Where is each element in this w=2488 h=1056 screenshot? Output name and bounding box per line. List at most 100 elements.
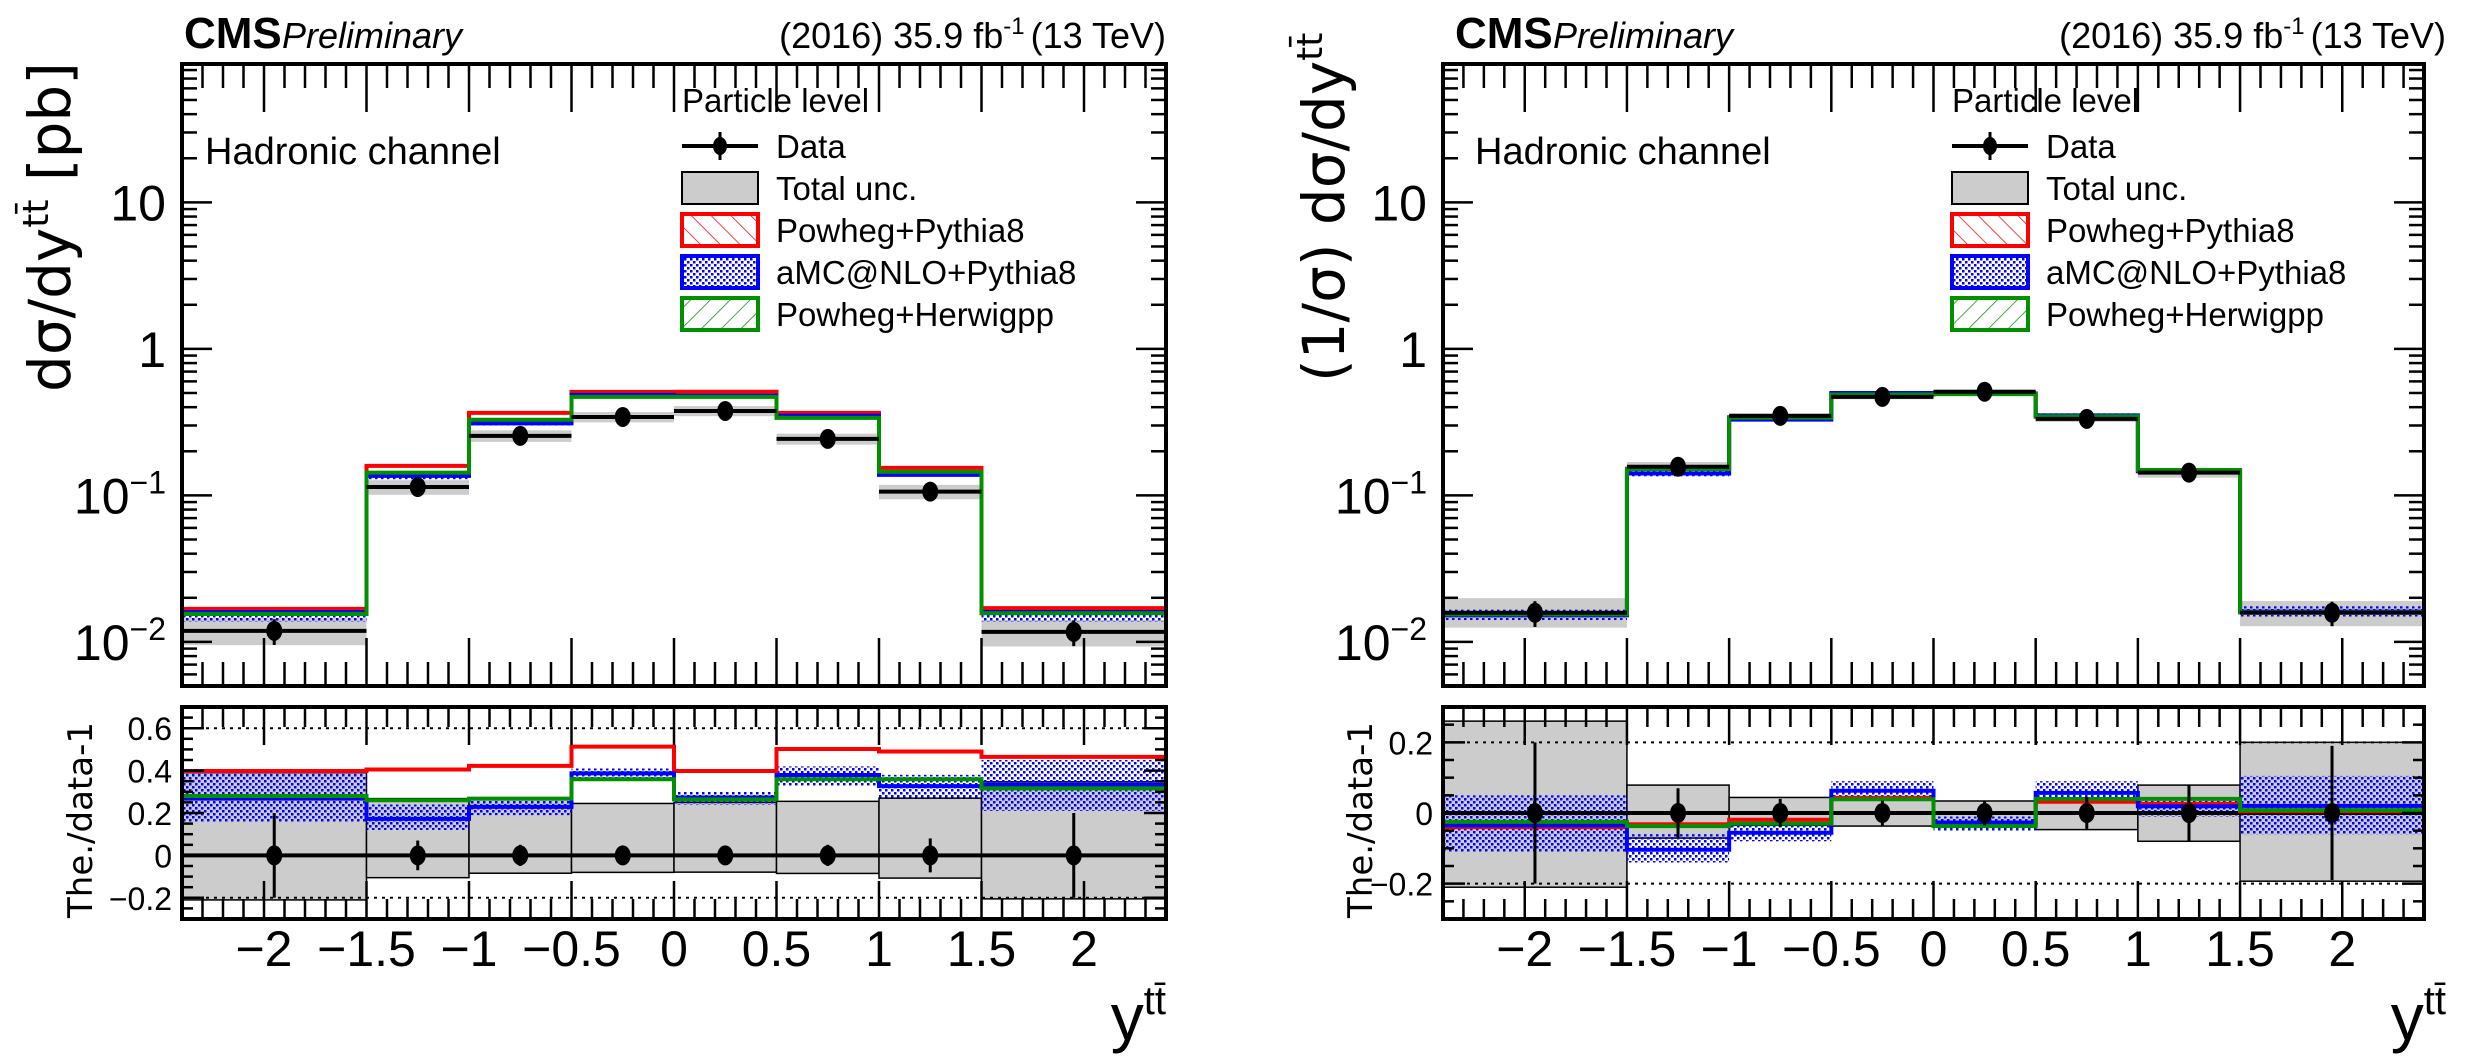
legend-data-marker bbox=[713, 137, 727, 155]
data-point bbox=[1933, 381, 2036, 402]
ratio-y-tick-label: 0.2 bbox=[128, 796, 172, 832]
ratio-y-tick-label: 0.2 bbox=[1389, 725, 1433, 761]
ratio-data-point bbox=[1976, 800, 1993, 826]
ratio-data-marker bbox=[922, 845, 939, 866]
channel-annotation: Hadronic channel bbox=[1475, 131, 1771, 173]
legend-phw-swatch bbox=[680, 296, 760, 332]
y-tick-label: 1 bbox=[1399, 322, 1427, 378]
data-marker bbox=[512, 425, 529, 446]
ratio-y-tick-label: −0.2 bbox=[109, 881, 172, 917]
data-marker bbox=[266, 620, 283, 641]
legend-item-unc: Total unc. bbox=[681, 170, 917, 207]
ratio-data-point bbox=[266, 813, 283, 898]
legend-label: aMC@NLO+Pythia8 bbox=[2046, 254, 2346, 291]
x-tick-label: 0.5 bbox=[742, 921, 812, 977]
preliminary-label: Preliminary bbox=[1553, 15, 1735, 56]
ratio-data-marker bbox=[2324, 803, 2341, 823]
ratio-data-point bbox=[2324, 745, 2341, 881]
legend-label: Powheg+Pythia8 bbox=[2046, 212, 2295, 249]
legend-label: Powheg+Herwigpp bbox=[776, 296, 1054, 333]
amc-band bbox=[981, 610, 1166, 622]
ratio-data-point bbox=[1772, 798, 1789, 828]
lumi-label: (2016) 35.9 fb-1 (13 TeV) bbox=[779, 13, 1166, 56]
amc-band bbox=[182, 610, 367, 622]
right-plot: CMS Preliminary (2016) 35.9 fb-1 (13 TeV)… bbox=[1288, 9, 2446, 1054]
data-marker bbox=[2078, 408, 2095, 429]
cms-label: CMS bbox=[184, 9, 282, 58]
ratio-data-point bbox=[614, 845, 631, 866]
data-marker bbox=[1976, 381, 1993, 402]
phw-ratio-histogram bbox=[1443, 796, 2424, 829]
data-point bbox=[469, 425, 572, 446]
legend-item-data: Data bbox=[1952, 128, 2116, 165]
y-tick-label: 1 bbox=[138, 322, 166, 378]
data-marker bbox=[1065, 621, 1082, 642]
legend-item-phw: Powheg+Herwigpp bbox=[680, 296, 1054, 333]
data-point bbox=[879, 481, 982, 502]
legend-unc-swatch bbox=[681, 171, 759, 205]
legend-item-phw: Powheg+Herwigpp bbox=[1950, 296, 2324, 333]
legend-item-unc: Total unc. bbox=[1951, 170, 2187, 207]
amc-histogram bbox=[182, 392, 1166, 614]
ratio-data-marker bbox=[1526, 803, 1543, 823]
x-tick-label: 0.5 bbox=[2001, 921, 2071, 977]
y-axis-label: dσ/dytt̄ [pb] bbox=[14, 62, 84, 392]
phw-histogram bbox=[182, 394, 1166, 617]
x-tick-label: 1.5 bbox=[2205, 921, 2275, 977]
data-marker bbox=[819, 428, 836, 449]
data-point bbox=[981, 620, 1166, 647]
channel-annotation: Hadronic channel bbox=[205, 131, 501, 173]
ratio-data-marker bbox=[2180, 803, 2197, 823]
ratio-data-point bbox=[1874, 800, 1891, 826]
ratio-data-point bbox=[1065, 813, 1082, 898]
data-marker bbox=[409, 477, 426, 498]
x-tick-label: −1 bbox=[440, 921, 497, 977]
ratio-data-point bbox=[922, 838, 939, 873]
data-marker bbox=[922, 481, 939, 502]
cms-label: CMS bbox=[1455, 9, 1553, 58]
data-point bbox=[2240, 601, 2424, 627]
x-tick-label: 1 bbox=[865, 921, 893, 977]
ratio-data-marker bbox=[1772, 803, 1789, 823]
legend-amc-swatch bbox=[680, 254, 760, 290]
ratio-y-tick-label: 0 bbox=[1415, 796, 1433, 832]
amc-ratio-band bbox=[2035, 781, 2138, 799]
data-marker bbox=[1670, 456, 1687, 477]
ratio-data-marker bbox=[1874, 803, 1891, 823]
data-point bbox=[674, 400, 777, 421]
ratio-data-point bbox=[717, 845, 734, 866]
x-tick-label: 0 bbox=[660, 921, 688, 977]
ratio-data-point bbox=[2078, 797, 2095, 829]
ratio-panel: −0.2 0 0.2 0.4 0.6 −2 −1.5 −1 −0.5 0 0.5 1 1.5 2 bbox=[109, 705, 1168, 977]
x-tick-label: −1.5 bbox=[1578, 921, 1677, 977]
ratio-data-marker bbox=[819, 845, 836, 866]
data-point bbox=[1443, 601, 1627, 627]
y-axis-label: (1/σ) dσ/dytt̄ bbox=[1288, 33, 1358, 382]
ratio-y-axis-label: The./data-1 bbox=[1341, 722, 1381, 919]
data-point bbox=[1626, 456, 1730, 477]
legend: Particle level Data Total unc. Powheg+Pythi… bbox=[680, 82, 1076, 333]
phw-histogram bbox=[1443, 392, 2424, 617]
x-tick-label: 1 bbox=[2124, 921, 2152, 977]
pp8-histogram bbox=[1443, 392, 2424, 618]
data-marker bbox=[1772, 405, 1789, 426]
legend-label: Powheg+Pythia8 bbox=[776, 212, 1025, 249]
x-tick-label: 2 bbox=[2328, 921, 2356, 977]
x-axis-label: ytt̄ bbox=[1111, 979, 1166, 1054]
data-point bbox=[571, 406, 674, 427]
legend-item-amc: aMC@NLO+Pythia8 bbox=[1950, 254, 2346, 291]
ratio-y-tick-label: 0.4 bbox=[128, 754, 172, 790]
legend-title: Particle level bbox=[1952, 82, 2139, 119]
legend-pp8-swatch bbox=[1950, 212, 2030, 248]
x-axis-label: ytt̄ bbox=[2391, 979, 2446, 1054]
main-panel: 10−2 10−1 1 10 bbox=[74, 62, 1168, 688]
x-tick-label: −1 bbox=[1701, 921, 1758, 977]
legend-label: Powheg+Herwigpp bbox=[2046, 296, 2324, 333]
data-marker bbox=[2324, 602, 2341, 623]
x-tick-label: −0.5 bbox=[522, 921, 621, 977]
legend-item-pp8: Powheg+Pythia8 bbox=[680, 212, 1025, 249]
data-point bbox=[366, 477, 469, 498]
x-tick-label: 1.5 bbox=[947, 921, 1017, 977]
ratio-data-point bbox=[512, 844, 529, 866]
